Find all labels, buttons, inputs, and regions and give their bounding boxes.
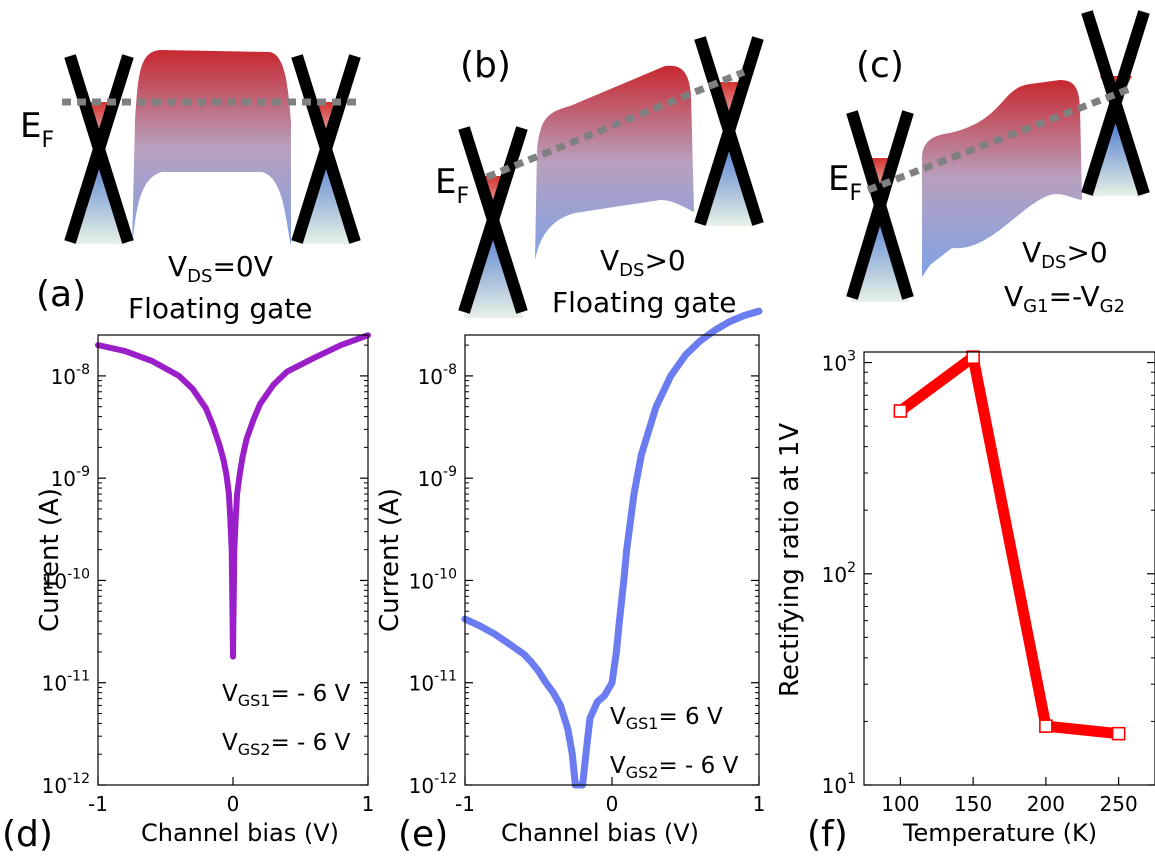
chart-f: 101 102 103 100 150 200 250 Rectifying ratio a… <box>775 349 1155 855</box>
panel-c-left-lower-cone <box>851 206 909 302</box>
panel-a-gate-label: Floating gate <box>128 292 313 325</box>
panel-a-fermi-label: EF <box>20 106 54 153</box>
panel-c-tag: (c) <box>856 45 904 86</box>
chart-d-ylabel: Current (A) <box>35 488 65 632</box>
chart-e-tag: (e) <box>398 814 448 855</box>
chart-e-y-tick-label: 10-11 <box>409 669 457 696</box>
panel-c-channel-band <box>922 80 1082 277</box>
panel-c-fermi-label: EF <box>828 159 862 206</box>
chart-f-y-tick-label: 102 <box>822 560 856 587</box>
panel-b-vds-label: VDS>0 <box>600 244 686 281</box>
chart-f-data-point <box>1111 726 1126 741</box>
chart-f-xlabel: Temperature (K) <box>902 819 1097 847</box>
chart-d-y-tick-label: 10-10 <box>42 566 90 593</box>
chart-d-y-tick-label: 10-8 <box>51 362 90 389</box>
chart-d-frame <box>97 334 369 786</box>
chart-f-x-tick-label: 250 <box>1100 792 1138 816</box>
panel-c-right-lower-cone <box>1086 118 1144 196</box>
chart-f-y-tick-label: 103 <box>822 349 856 376</box>
chart-e-ylabel: Current (A) <box>375 488 405 632</box>
panel-a-left-dirac-line <box>64 54 134 244</box>
chart-e-y-tick-label: 10-8 <box>418 362 457 389</box>
panel-b-left-dirac-line <box>458 126 528 314</box>
panel-b-channel-band <box>535 65 694 260</box>
panel-a-left-lower-cone <box>71 148 127 244</box>
chart-f-x-tick-label: 100 <box>881 792 919 816</box>
panel-b-left-lower-cone <box>463 222 523 318</box>
panel-c-vds-label: VDS>0 <box>1022 236 1108 273</box>
panel-b-right-lower-cone <box>700 138 758 226</box>
chart-f-y-tick-label: 101 <box>822 771 856 798</box>
chart-e-annotation-vgs1: VGS1= 6 V <box>610 704 723 733</box>
chart-e-frame <box>464 334 760 786</box>
chart-f-data-point <box>966 350 980 365</box>
panel-b-gate-label: Floating gate <box>552 286 737 319</box>
chart-f-x-tick-label: 150 <box>954 792 992 816</box>
chart-f-ylabel: Rectifying ratio at 1V <box>775 423 805 697</box>
panel-a-channel-band <box>132 50 291 246</box>
chart-e-y-tick-label: 10-9 <box>418 464 457 491</box>
panel-c-vg-label: VG1=-VG2 <box>1004 280 1125 317</box>
panel-a-vds-label: VDS=0V <box>168 250 273 287</box>
chart-e-x-tick-label: 0 <box>606 792 619 816</box>
chart-e-y-tick-label: 10-10 <box>409 566 457 593</box>
panel-c-band-diagram <box>846 10 1150 302</box>
chart-f-x-tick-label: 200 <box>1027 792 1065 816</box>
chart-f-data-point <box>893 404 908 418</box>
panel-b-tag: (b) <box>460 45 511 86</box>
chart-e-x-tick-label: -1 <box>455 792 475 816</box>
chart-e-annotation-vgs2: VGS2= - 6 V <box>610 753 739 782</box>
chart-f-tag: (f) <box>807 814 848 855</box>
chart-e-y-tick-label: 10-12 <box>409 771 457 798</box>
chart-e-series-line <box>461 307 763 789</box>
chart-f-data-point <box>1039 719 1053 733</box>
chart-d-tag: (d) <box>2 814 53 855</box>
chart-d-xlabel: Channel bias (V) <box>141 819 339 847</box>
chart-f-series-line <box>894 351 1125 740</box>
panel-a-right-dirac-line <box>291 54 361 244</box>
chart-e-xlabel: Channel bias (V) <box>501 819 699 847</box>
panel-a-right-lower-cone <box>297 148 355 244</box>
chart-d-x-tick-label: 0 <box>227 792 240 816</box>
chart-d-y-tick-label: 10-12 <box>42 771 90 798</box>
panel-b-right-dirac-line <box>694 36 764 226</box>
chart-d-y-tick-label: 10-9 <box>51 464 90 491</box>
panel-a-tag: (a) <box>36 274 86 315</box>
chart-e-x-tick-label: 1 <box>753 792 766 816</box>
panel-a-band-diagram <box>62 50 361 246</box>
chart-f-frame <box>863 351 1155 786</box>
chart-d-series-line <box>95 332 371 660</box>
chart-d-annotation-vgs2: VGS2= - 6 V <box>222 730 351 759</box>
chart-d-annotation-vgs1: VGS1= - 6 V <box>222 681 351 710</box>
panel-c-fermi-level-line <box>866 84 1134 194</box>
panel-b-band-diagram <box>458 36 764 318</box>
chart-d-x-tick-label: -1 <box>88 792 108 816</box>
panel-b-fermi-label: EF <box>435 162 469 209</box>
panel-c-left-dirac-line <box>846 110 914 300</box>
panel-b-fermi-level-line <box>485 68 746 181</box>
chart-d-y-tick-label: 10-11 <box>42 669 90 696</box>
chart-d-x-tick-label: 1 <box>362 792 375 816</box>
panel-c-right-dirac-line <box>1081 10 1150 196</box>
